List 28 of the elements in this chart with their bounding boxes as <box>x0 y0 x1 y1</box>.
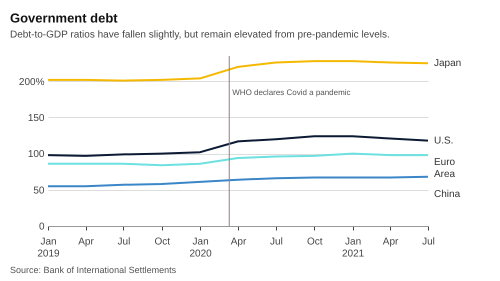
y-tick-label: 200% <box>18 76 45 88</box>
line-series <box>47 152 429 166</box>
x-tick-label: Apr <box>382 236 400 248</box>
x-tick-label: Jan 2021 <box>342 236 365 260</box>
line-series <box>47 135 429 157</box>
x-tick-label: Jan 2019 <box>37 236 60 260</box>
y-tick-label: 100 <box>28 149 45 160</box>
line-series <box>47 60 429 82</box>
series-label: U.S. <box>434 136 454 147</box>
ref-line-label: WHO declares Covid a pandemic <box>232 88 351 97</box>
series-label: Japan <box>434 58 462 70</box>
x-tick-label: Jul <box>422 236 435 248</box>
series-label: Euro Area <box>434 157 456 180</box>
x-tick-label: Oct <box>154 236 170 248</box>
source-note: Source: Bank of International Settlements <box>10 265 177 275</box>
chart-title: Government debt <box>10 10 118 26</box>
series-label: China <box>434 188 461 200</box>
x-tick-label: Apr <box>230 236 247 248</box>
x-tick-label: Jan 2020 <box>189 236 212 260</box>
x-tick-label: Apr <box>78 236 94 248</box>
chart-subtitle: Debt-to-GDP ratios have fallen slightly, but remain elevated from pre-pandemic levels. <box>10 30 390 40</box>
y-tick-label: 150 <box>28 112 45 124</box>
line-series <box>47 176 429 188</box>
y-tick-label: 50 <box>33 185 45 196</box>
x-tick-label: Jul <box>118 236 130 248</box>
x-tick-label: Jul <box>270 236 283 248</box>
x-tick-label: Oct <box>306 236 323 248</box>
y-tick-label: 0 <box>38 222 45 232</box>
